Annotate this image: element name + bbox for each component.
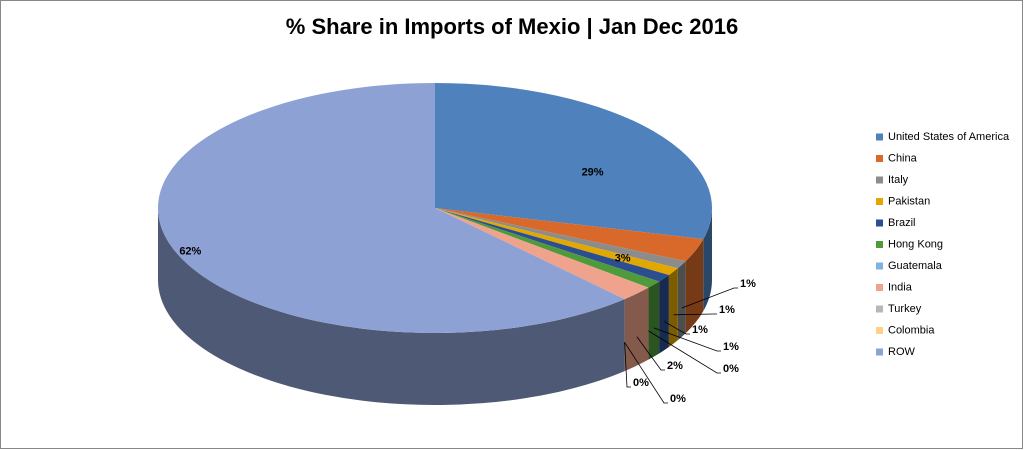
slice-side <box>624 287 649 372</box>
slice <box>435 208 660 288</box>
legend-swatch <box>876 198 883 205</box>
legend-label: Hong Kong <box>888 238 943 250</box>
data-label: 3% <box>615 252 631 264</box>
legend-swatch <box>876 176 883 184</box>
legend-label: India <box>888 281 913 293</box>
chart-title: % Share in Imports of Mexio | Jan Dec 20… <box>286 14 738 39</box>
leader-line <box>681 287 738 309</box>
slice-side <box>677 261 686 341</box>
leader-line <box>624 342 668 404</box>
legend-swatch <box>876 219 883 227</box>
legend-label: United States of America <box>888 131 1010 143</box>
leader-line <box>636 336 665 371</box>
slice <box>157 83 625 333</box>
legend-swatch <box>876 305 883 313</box>
slice <box>435 83 712 240</box>
legend-swatch <box>876 241 883 248</box>
data-label: 1% <box>719 304 735 316</box>
data-label: 0% <box>670 393 686 405</box>
slice-side <box>158 208 625 405</box>
legend-label: China <box>888 152 918 164</box>
legend-swatch <box>876 284 883 291</box>
data-label: 0% <box>723 363 739 375</box>
leader-line <box>653 327 721 352</box>
slice-side <box>703 208 712 312</box>
slice <box>435 208 669 282</box>
legend-label: ROW <box>888 346 916 358</box>
slice <box>435 208 649 300</box>
legend-label: Guatemala <box>888 260 943 272</box>
slice <box>435 208 686 269</box>
legend-label: Pakistan <box>888 195 930 207</box>
data-label: 2% <box>667 360 683 372</box>
data-label: 1% <box>740 278 756 290</box>
legend-swatch <box>876 262 883 270</box>
legend-label: Italy <box>888 174 909 186</box>
data-label: 62% <box>179 246 201 258</box>
data-label: 29% <box>582 167 604 179</box>
data-label: 1% <box>692 324 708 336</box>
leader-line <box>673 313 717 316</box>
slice-side <box>685 239 704 334</box>
legend-swatch <box>876 327 883 334</box>
data-label: 0% <box>633 377 649 389</box>
leader-line <box>648 330 721 374</box>
slice-side <box>668 268 678 347</box>
slice-side <box>648 281 660 360</box>
leader-line <box>624 342 631 388</box>
slice <box>435 208 678 275</box>
slice-side <box>659 274 669 354</box>
leader-line <box>663 321 690 335</box>
slice <box>435 208 704 262</box>
legend-swatch <box>876 133 883 141</box>
legend-label: Brazil <box>888 217 916 229</box>
legend-swatch <box>876 155 883 162</box>
data-label: 1% <box>723 341 739 353</box>
legend-swatch <box>876 348 883 356</box>
legend-label: Colombia <box>888 324 935 336</box>
legend-label: Turkey <box>888 303 922 315</box>
